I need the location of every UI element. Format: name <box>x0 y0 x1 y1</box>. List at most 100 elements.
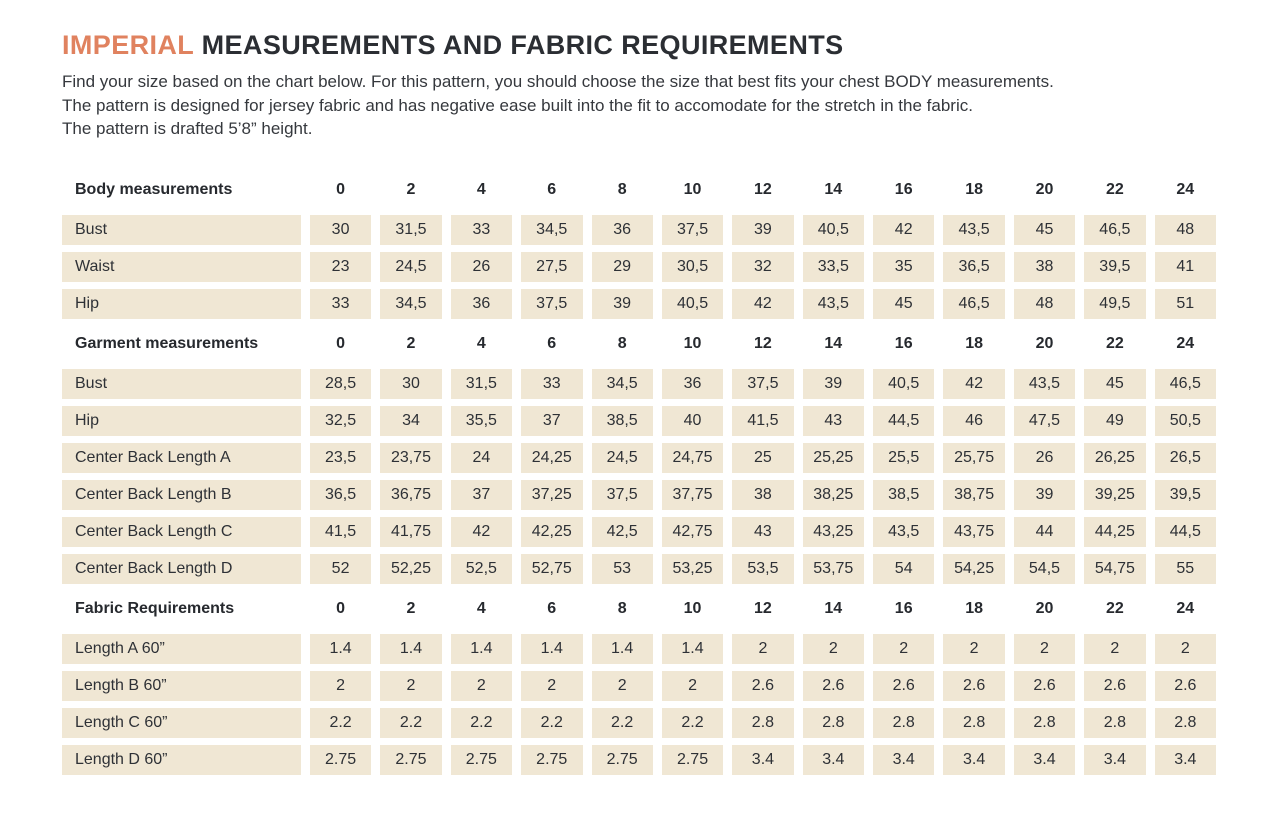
measurement-cell: 3.4 <box>1154 744 1216 775</box>
size-column-header: 12 <box>754 180 772 198</box>
measurement-cell: 36 <box>450 288 512 319</box>
measurement-cell: 38,25 <box>802 479 865 510</box>
measurement-cell: 54,25 <box>943 553 1005 584</box>
size-column-header: 4 <box>476 180 486 198</box>
measurement-cell: 54 <box>873 553 935 584</box>
measurement-cell: 3.4 <box>802 744 865 775</box>
measurement-cell: 3.4 <box>1084 744 1146 775</box>
measurement-cell: 37,5 <box>661 214 724 245</box>
measurement-cell: 36,5 <box>943 251 1005 282</box>
measurement-cell: 26,25 <box>1084 442 1146 473</box>
measurement-cell: 2.8 <box>732 707 794 738</box>
measurement-cell: 34,5 <box>591 368 653 399</box>
size-column-header: 18 <box>965 334 983 352</box>
measurement-cell: 2.6 <box>1084 670 1146 701</box>
size-column-header: 6 <box>547 180 557 198</box>
measurement-cell: 2 <box>802 633 865 664</box>
table-row: Center Back Length A 23,5 23,75 24 24,25 24,5… <box>62 442 1216 473</box>
measurement-cell: 42,25 <box>521 516 583 547</box>
measurement-cell: 27,5 <box>521 251 583 282</box>
measurement-cell: 42 <box>943 368 1005 399</box>
measurement-cell: 53,5 <box>732 553 794 584</box>
measurement-cell: 3.4 <box>943 744 1005 775</box>
measurement-cell: 1.4 <box>591 633 653 664</box>
measurement-cell: 2 <box>943 633 1005 664</box>
measurement-cell: 33 <box>450 214 512 245</box>
size-column-header: 20 <box>1035 180 1054 198</box>
section-header-label: Fabric Requirements <box>75 599 235 617</box>
measurement-cell: 31,5 <box>450 368 512 399</box>
measurement-cell: 46 <box>943 405 1005 436</box>
measurement-cell: 31,5 <box>380 214 442 245</box>
size-column-header: 10 <box>683 180 702 198</box>
measurement-cell: 1.4 <box>521 633 583 664</box>
measurement-cell: 50,5 <box>1154 405 1216 436</box>
measurement-cell: 34,5 <box>380 288 442 319</box>
measurement-cell: 26 <box>450 251 512 282</box>
measurement-cell: 38,5 <box>873 479 935 510</box>
size-column-header: 2 <box>406 599 416 617</box>
measurement-cell: 43,5 <box>873 516 935 547</box>
table-row: Length D 60” 2.75 2.75 2.75 2.75 2.75 2.75 3.4 3… <box>62 744 1216 775</box>
measurement-cell: 33 <box>521 368 583 399</box>
measurement-cell: 25,75 <box>943 442 1005 473</box>
size-chart: Body measurements 0 2 4 6 8 10 12 14 16 18 20 22 24 Bu… <box>62 165 1225 782</box>
size-column-header: 4 <box>476 599 486 617</box>
measurement-cell: 37,25 <box>521 479 583 510</box>
measurement-cell: 2.8 <box>943 707 1005 738</box>
measurement-cell: 36,75 <box>380 479 442 510</box>
measurement-cell: 2.2 <box>309 707 372 738</box>
measurement-cell: 2.2 <box>380 707 442 738</box>
row-label: Center Back Length B <box>62 479 301 510</box>
measurement-cell: 42 <box>450 516 512 547</box>
section-header-row: Body measurements 0 2 4 6 8 10 12 14 16 18 20 22 24 <box>62 172 1216 208</box>
measurement-cell: 2.2 <box>521 707 583 738</box>
measurement-cell: 2.8 <box>1084 707 1146 738</box>
measurement-cell: 23,75 <box>380 442 442 473</box>
measurement-cell: 32 <box>732 251 794 282</box>
measurement-cell: 40,5 <box>873 368 935 399</box>
measurement-cell: 24,75 <box>661 442 724 473</box>
measurement-cell: 36,5 <box>309 479 372 510</box>
measurement-cell: 43,75 <box>943 516 1005 547</box>
table-row: Hip 32,5 34 35,5 37 38,5 40 41,5 43 44,5 46 47,5 49 5… <box>62 405 1216 436</box>
size-column-header: 18 <box>965 180 983 198</box>
page-title-highlight: IMPERIAL <box>62 30 194 60</box>
row-label: Length C 60” <box>62 707 301 738</box>
size-column-header: 16 <box>894 334 913 352</box>
measurement-cell: 46,5 <box>943 288 1005 319</box>
measurement-cell: 39,5 <box>1084 251 1146 282</box>
measurement-cell: 2 <box>380 670 442 701</box>
row-label: Center Back Length C <box>62 516 301 547</box>
measurement-cell: 49 <box>1084 405 1146 436</box>
measurement-cell: 54,5 <box>1013 553 1076 584</box>
measurement-cell: 1.4 <box>380 633 442 664</box>
intro-line-1: Find your size based on the chart below.… <box>62 72 1054 91</box>
measurement-cell: 2.75 <box>661 744 724 775</box>
table-row: Hip 33 34,5 36 37,5 39 40,5 42 43,5 45 46,5 48 49,5 5… <box>62 288 1216 319</box>
row-label: Hip <box>62 405 301 436</box>
measurement-cell: 33,5 <box>802 251 865 282</box>
measurement-cell: 39 <box>802 368 865 399</box>
size-column-header: 2 <box>406 180 416 198</box>
measurement-cell: 53,25 <box>661 553 724 584</box>
measurement-cell: 2.6 <box>732 670 794 701</box>
measurement-cell: 2 <box>661 670 724 701</box>
measurement-cell: 2.75 <box>591 744 653 775</box>
measurement-cell: 2.6 <box>943 670 1005 701</box>
measurement-cell: 2 <box>1084 633 1146 664</box>
measurement-cell: 49,5 <box>1084 288 1146 319</box>
measurement-cell: 37 <box>521 405 583 436</box>
row-label: Bust <box>62 214 301 245</box>
measurement-cell: 2.75 <box>309 744 372 775</box>
table-row: Center Back Length D 52 52,25 52,5 52,75 53 53… <box>62 553 1216 584</box>
table-row: Bust 28,5 30 31,5 33 34,5 36 37,5 39 40,5 42 43,5 45… <box>62 368 1216 399</box>
measurement-cell: 2 <box>591 670 653 701</box>
measurement-cell: 1.4 <box>661 633 724 664</box>
page-title-rest: MEASUREMENTS AND FABRIC REQUIREMENTS <box>193 30 844 60</box>
section-header-label: Body measurements <box>75 180 233 198</box>
size-column-header: 20 <box>1035 599 1054 617</box>
measurement-cell: 3.4 <box>732 744 794 775</box>
measurement-cell: 26 <box>1013 442 1076 473</box>
measurement-cell: 39 <box>732 214 794 245</box>
